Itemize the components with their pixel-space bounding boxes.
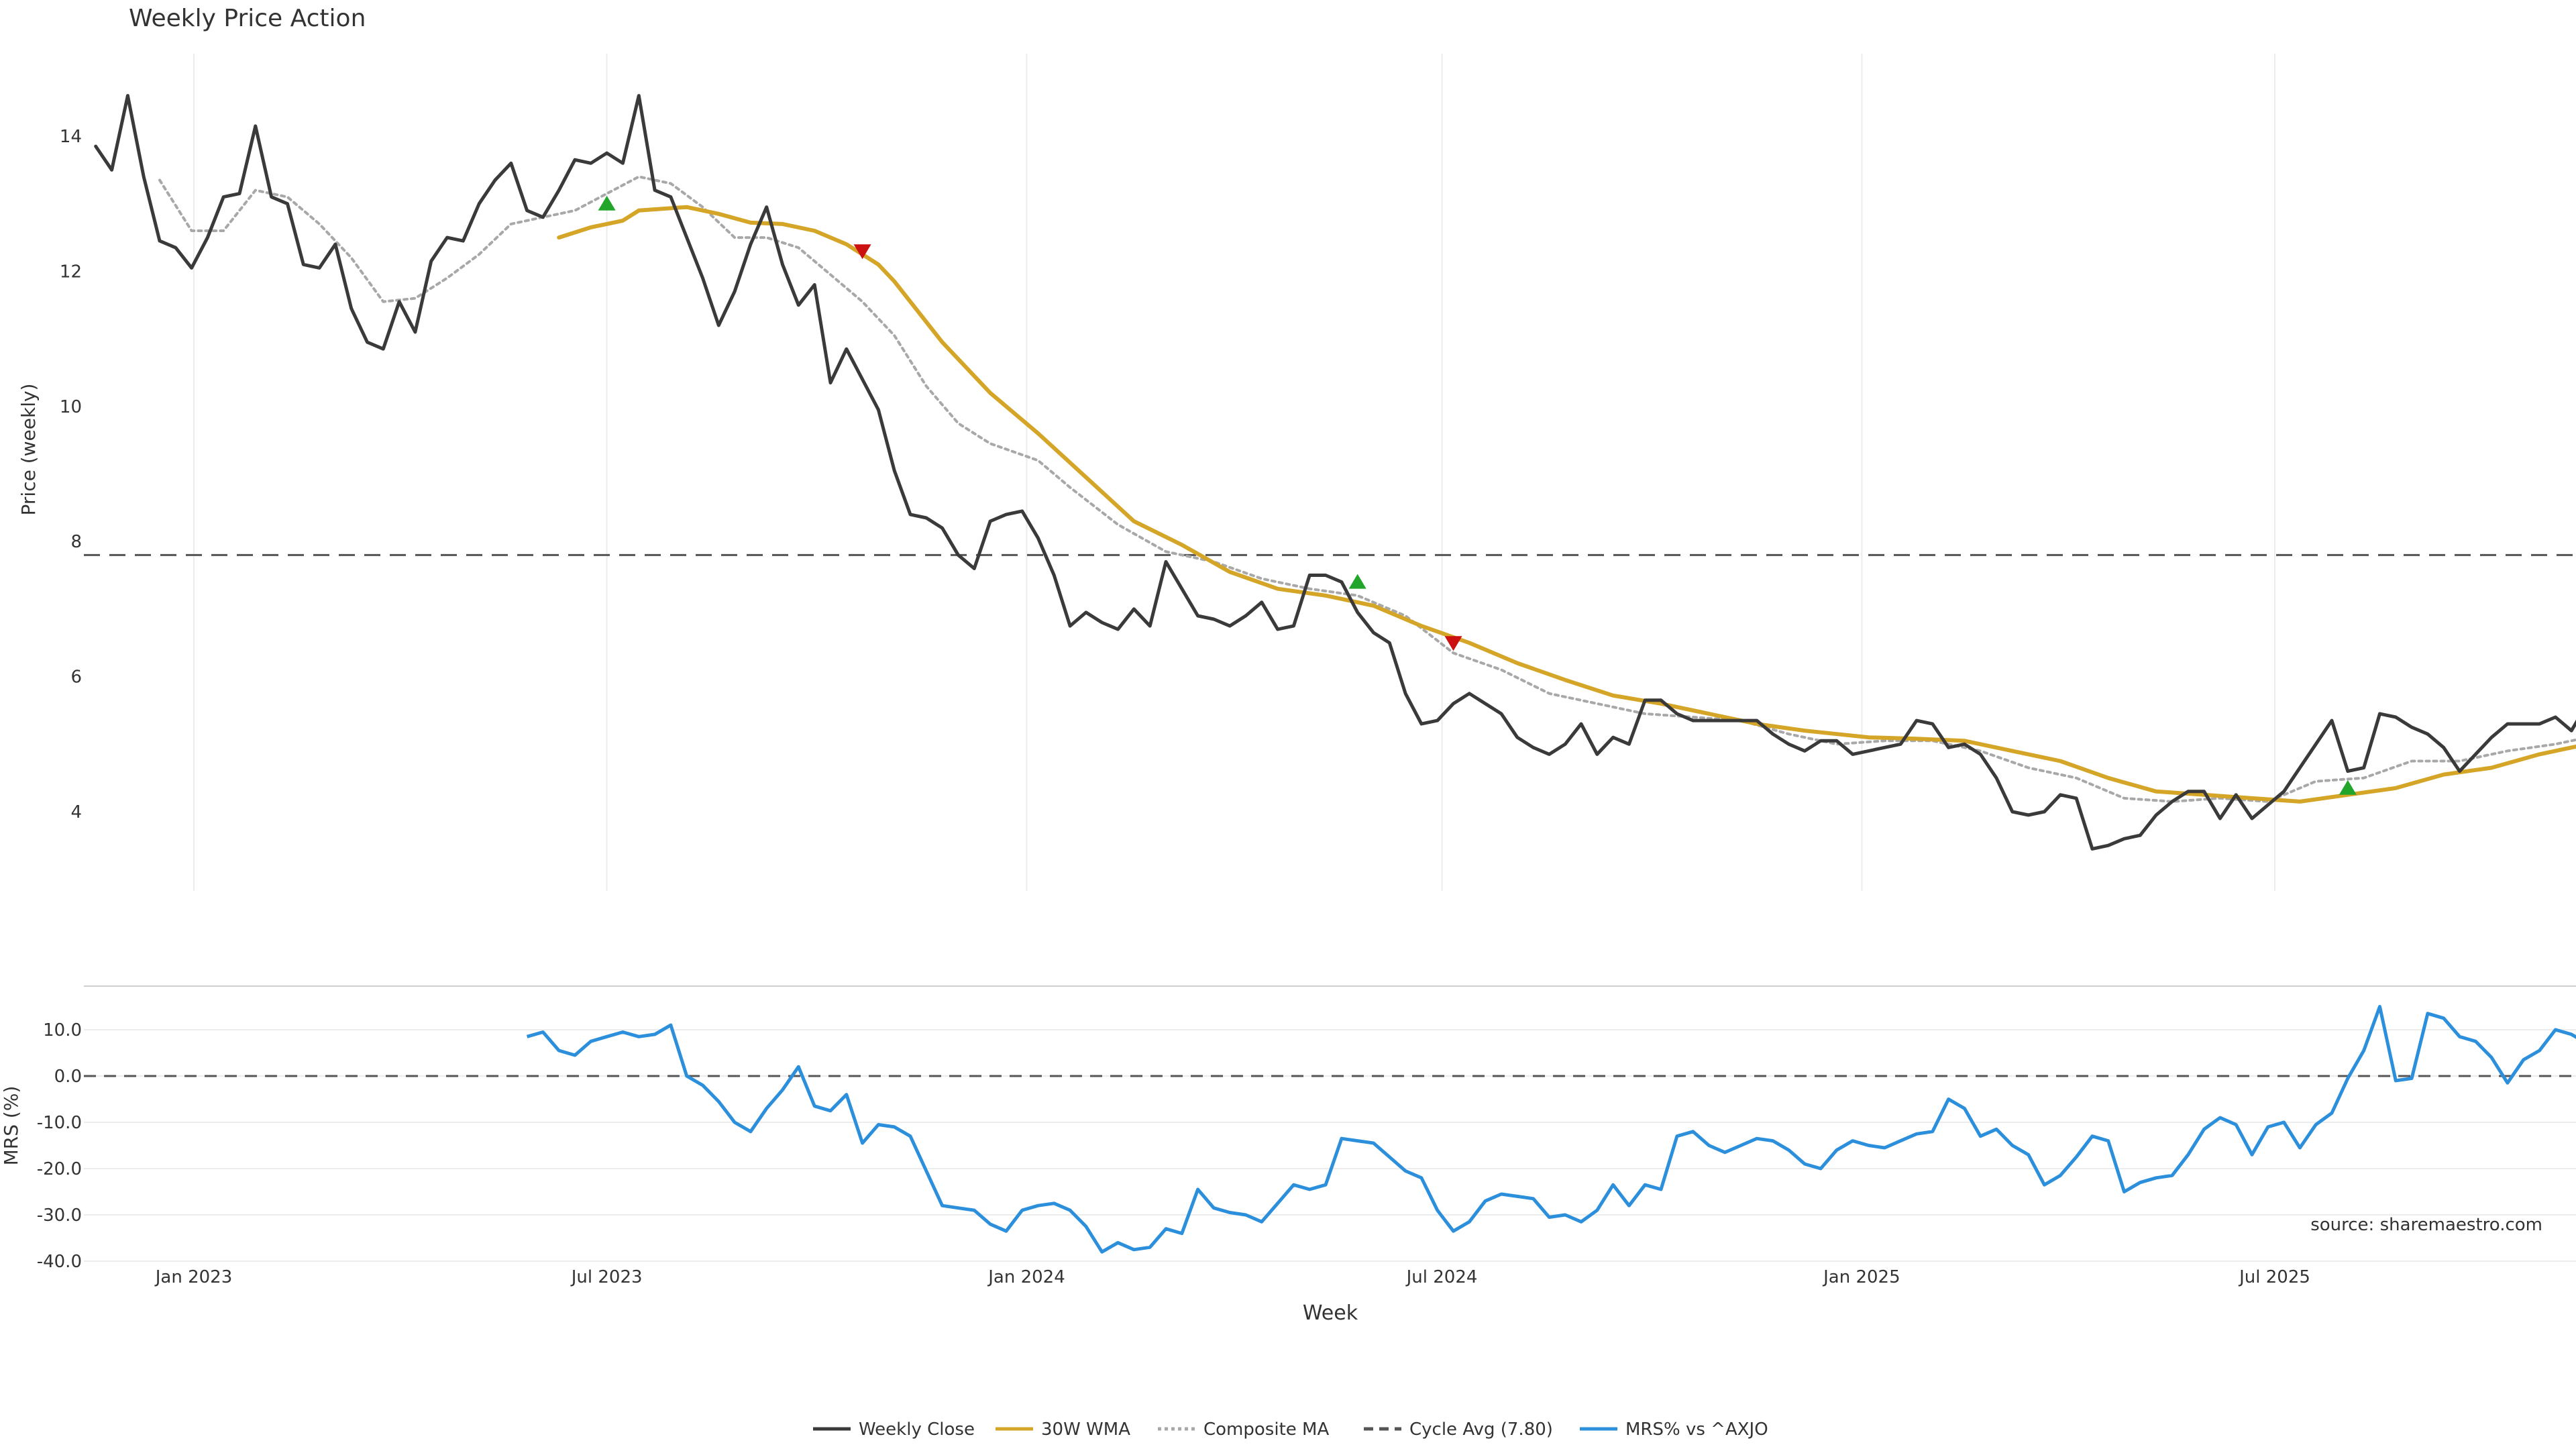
price-y-tick-label: 12	[60, 262, 82, 282]
wma-30w-line	[557, 205, 2576, 804]
mrs-y-tick-label: -30.0	[37, 1205, 82, 1226]
price-panel: Weekly Price Action Price (weekly) 4 6 8 10…	[17, 5, 2576, 891]
chart-title: Weekly Price Action	[129, 5, 366, 32]
x-tick-label: Jul 2025	[2238, 1267, 2310, 1287]
mrs-gridlines	[84, 1029, 2576, 1262]
x-axis-label: Week	[1303, 1301, 1358, 1325]
legend-label: 30W WMA	[1041, 1419, 1130, 1440]
price-y-tick-label: 4	[70, 802, 82, 822]
price-y-axis-label: Price (weekly)	[17, 384, 40, 516]
signal-markers	[598, 195, 2357, 795]
x-tick-label: Jul 2024	[1405, 1267, 1478, 1287]
mrs-panel: MRS (%) -40.0 -30.0 -20.0 -10.0 0.0 10.0 Jan …	[0, 985, 2576, 1325]
legend: Weekly Close 30W WMA Composite MA Cycle Avg…	[813, 1419, 1768, 1440]
legend-item: Cycle Avg (7.80)	[1364, 1419, 1553, 1440]
legend-item: 30W WMA	[996, 1419, 1130, 1440]
legend-label: Cycle Avg (7.80)	[1409, 1419, 1553, 1440]
sell-signal-marker	[1444, 636, 1462, 651]
mrs-y-axis-label: MRS (%)	[0, 1086, 22, 1166]
legend-item: Weekly Close	[813, 1419, 975, 1440]
buy-signal-marker	[598, 195, 616, 211]
price-y-tick-label: 10	[60, 397, 82, 417]
x-tick-label: Jan 2025	[1822, 1267, 1900, 1287]
x-axis-ticks: Jan 2023 Jul 2023 Jan 2024 Jul 2024 Jan 2025…	[154, 1267, 2310, 1287]
x-tick-label: Jan 2023	[154, 1267, 233, 1287]
legend-label: Composite MA	[1203, 1419, 1329, 1440]
price-y-tick-label: 8	[70, 532, 82, 552]
legend-label: MRS% vs ^AXJO	[1625, 1419, 1768, 1440]
buy-signal-marker	[1348, 574, 1366, 589]
sell-signal-marker	[853, 244, 871, 260]
composite-ma-line	[158, 175, 2576, 803]
mrs-y-tick-label: -40.0	[37, 1252, 82, 1272]
price-y-ticks: 4 6 8 10 12 14	[60, 127, 82, 822]
legend-item: Composite MA	[1158, 1419, 1329, 1440]
mrs-y-tick-label: -20.0	[37, 1159, 82, 1179]
source-annotation: source: sharemaestro.com	[2310, 1215, 2542, 1235]
x-tick-label: Jan 2024	[987, 1267, 1065, 1287]
legend-item: MRS% vs ^AXJO	[1580, 1419, 1768, 1440]
legend-label: Weekly Close	[859, 1419, 975, 1440]
buy-signal-marker	[2339, 780, 2357, 795]
price-y-tick-label: 6	[70, 667, 82, 688]
price-series	[84, 94, 2576, 851]
price-gridlines	[193, 54, 2275, 891]
mrs-y-tick-label: 10.0	[43, 1020, 82, 1040]
x-tick-label: Jul 2023	[570, 1267, 643, 1287]
mrs-y-tick-label: 0.0	[54, 1067, 82, 1087]
price-y-tick-label: 14	[60, 127, 82, 147]
mrs-y-ticks: -40.0 -30.0 -20.0 -10.0 0.0 10.0	[37, 1020, 82, 1272]
mrs-y-tick-label: -10.0	[37, 1113, 82, 1133]
mrs-series	[526, 1005, 2576, 1254]
mrs-line	[526, 1005, 2576, 1254]
weekly-close-line	[94, 94, 2576, 851]
